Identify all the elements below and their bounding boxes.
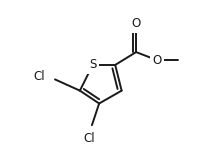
Text: Cl: Cl xyxy=(34,70,45,83)
Text: O: O xyxy=(152,54,162,67)
Text: O: O xyxy=(131,17,141,30)
Text: Cl: Cl xyxy=(83,132,95,145)
Text: S: S xyxy=(89,58,96,71)
